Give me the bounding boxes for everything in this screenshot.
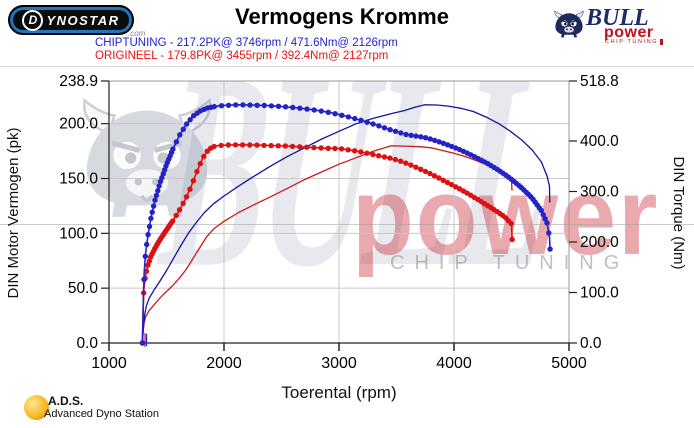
svg-text:200.0: 200.0 bbox=[580, 234, 619, 251]
svg-text:150.0: 150.0 bbox=[59, 170, 98, 187]
svg-text:0.0: 0.0 bbox=[76, 335, 98, 352]
svg-text:200.0: 200.0 bbox=[59, 116, 98, 133]
bullpower-logo-bull: BULL bbox=[586, 5, 649, 31]
svg-text:2000: 2000 bbox=[206, 355, 242, 372]
curve-chiptuning_torque bbox=[141, 104, 551, 344]
svg-text:4000: 4000 bbox=[436, 355, 472, 372]
legend-origineel-name: ORIGINEEL bbox=[95, 50, 158, 62]
header-divider bbox=[0, 66, 694, 67]
legend-origineel: ORIGINEEL - 179.8PK@ 3455rpm / 392.4Nm@ … bbox=[95, 50, 388, 62]
svg-text:100.0: 100.0 bbox=[580, 284, 619, 301]
station-name: A.D.S. bbox=[48, 394, 84, 408]
station-subtitle: Advanced Dyno Station bbox=[44, 408, 159, 420]
svg-text:238.9: 238.9 bbox=[59, 73, 98, 90]
dynostar-d-icon: D bbox=[22, 9, 44, 31]
page-title: Vermogens Kromme bbox=[235, 4, 449, 29]
bullpower-logo-power: power bbox=[604, 24, 654, 41]
right-axis-title: DIN Torque (Nm) bbox=[670, 156, 687, 270]
svg-text:1000: 1000 bbox=[91, 355, 127, 372]
ads-logo-icon bbox=[24, 395, 49, 420]
legend-chiptuning-name: CHIPTUNING bbox=[95, 37, 167, 49]
left-axis-title: DIN Motor Vermogen (pk) bbox=[5, 127, 22, 299]
dynostar-logo-text: YNOSTAR bbox=[46, 12, 120, 28]
svg-text:0.0: 0.0 bbox=[580, 335, 602, 352]
svg-text:3000: 3000 bbox=[321, 355, 357, 372]
bullpower-logo-chiptuning: CHIP TUNING bbox=[605, 39, 664, 45]
legend-origineel-values: - 179.8PK@ 3455rpm / 392.4Nm@ 2127rpm bbox=[157, 50, 389, 62]
chip-tuning-watermark: CHIP TUNING bbox=[390, 252, 630, 274]
bull-icon bbox=[554, 10, 584, 38]
svg-text:300.0: 300.0 bbox=[580, 183, 619, 200]
legend-chiptuning-values: - 217.2PK@ 3746rpm / 471.6Nm@ 2126rpm bbox=[166, 37, 398, 49]
watermark-rule bbox=[0, 224, 694, 225]
svg-text:518.8: 518.8 bbox=[580, 73, 619, 90]
x-axis-title: Toerental (rpm) bbox=[281, 383, 397, 402]
svg-text:50.0: 50.0 bbox=[68, 280, 99, 297]
curve-origineel_torque bbox=[141, 144, 513, 344]
svg-text:400.0: 400.0 bbox=[580, 133, 619, 150]
legend-chiptuning: CHIPTUNING - 217.2PK@ 3746rpm / 471.6Nm@… bbox=[95, 37, 398, 49]
curve-chiptuning_power bbox=[141, 104, 551, 344]
svg-text:100.0: 100.0 bbox=[59, 225, 98, 242]
curve-origineel_power bbox=[141, 145, 513, 344]
dynostar-logo: D YNOSTAR bbox=[8, 5, 134, 35]
svg-text:5000: 5000 bbox=[551, 355, 587, 372]
bullpower-logo: BULL power CHIP TUNING bbox=[552, 5, 664, 47]
dynostar-logo-suffix: .com bbox=[128, 29, 146, 38]
